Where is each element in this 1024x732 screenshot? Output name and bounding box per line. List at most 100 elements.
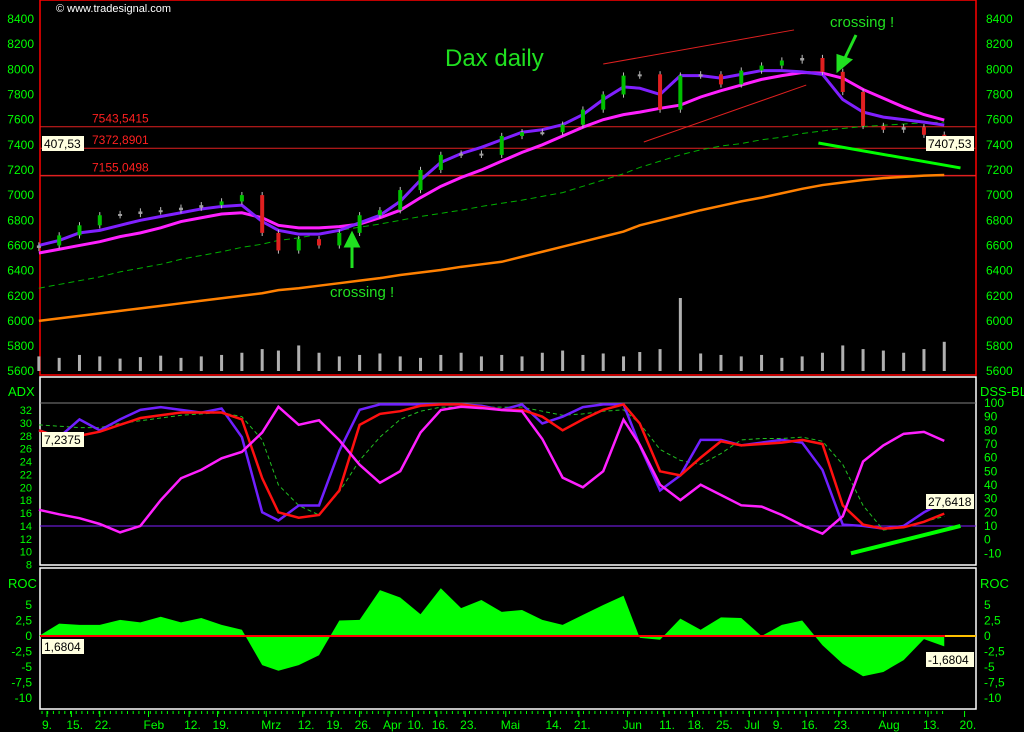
horizontal-level-label: 7543,5415 — [92, 112, 149, 126]
adx-tick-label: 14 — [20, 521, 32, 533]
dss-tick-label: 30 — [984, 492, 998, 506]
dss-trend-line — [850, 523, 961, 556]
price-tick-label-left: 7200 — [7, 163, 34, 177]
x-tick-label: Mai — [501, 718, 520, 732]
dss-label: DSS-BLA — [980, 384, 1024, 399]
price-tick-label-left: 5800 — [7, 339, 34, 353]
price-tick-label-right: 6200 — [986, 289, 1013, 303]
price-tick-label-right: 8200 — [986, 37, 1013, 51]
arrow-icon-bottom — [343, 230, 361, 268]
volume-bar — [678, 298, 682, 371]
price-current-value-left-box — [42, 136, 84, 151]
roc-current-value-left: 1,6804 — [44, 640, 81, 654]
dss-tick-label: 60 — [984, 451, 998, 465]
candle-body — [398, 190, 403, 211]
ma-200-line — [38, 173, 945, 323]
dss-tick-label: 20 — [984, 505, 998, 519]
x-tick-label: 25. — [716, 718, 733, 732]
volume-bar — [297, 345, 301, 371]
adx-tick-label: 22 — [20, 469, 32, 481]
candle-body — [921, 127, 926, 135]
x-tick-label: Apr — [383, 718, 402, 732]
price-tick-label-right: 8400 — [986, 12, 1013, 26]
volume-bar — [658, 349, 662, 371]
x-tick-label: 13. — [923, 718, 940, 732]
candle-body — [57, 235, 62, 246]
volume-bar — [500, 354, 504, 371]
candle-body — [840, 71, 845, 92]
x-tick-label: 16. — [801, 718, 818, 732]
candle-body — [337, 232, 342, 246]
candle-body — [296, 239, 301, 251]
volume-bar — [317, 352, 321, 371]
candle-body — [601, 94, 606, 110]
roc-current-value-left-box — [42, 639, 84, 654]
volume-bar — [240, 352, 244, 371]
adx-tick-label: 24 — [20, 457, 32, 469]
roc-tick-label-right: 5 — [984, 598, 991, 612]
candle-body — [199, 205, 204, 208]
volume-bar — [922, 349, 926, 371]
candle-body — [459, 153, 464, 156]
crossing-annotation-bottom: crossing ! — [330, 284, 394, 301]
dss-tick-label: 40 — [984, 478, 998, 492]
volume-bar — [581, 354, 585, 371]
candle-body — [357, 215, 362, 233]
x-tick-label: 23. — [460, 718, 477, 732]
x-tick-label: Jun — [623, 718, 642, 732]
adx-tick-label: 32 — [20, 405, 32, 417]
price-tick-label-left: 8200 — [7, 37, 34, 51]
dss-tick-label: 0 — [984, 533, 991, 547]
x-tick-label: 19. — [213, 718, 230, 732]
price-tick-label-left: 7800 — [7, 87, 34, 101]
candle-body — [520, 132, 525, 136]
x-tick-label: Jul — [744, 718, 759, 732]
adx-tick-label: 30 — [20, 418, 32, 430]
volume-bar — [760, 354, 764, 371]
x-tick-label: 18. — [688, 718, 705, 732]
candle-body — [479, 153, 484, 156]
candle-body — [317, 239, 322, 246]
x-tick-label: Feb — [144, 718, 165, 732]
candle-body — [178, 207, 183, 211]
candle-body — [637, 74, 642, 77]
volume-bar — [780, 357, 784, 371]
candle-body — [158, 210, 163, 213]
candle-body — [718, 74, 723, 85]
volume-bar — [398, 356, 402, 371]
candle-body — [418, 169, 423, 191]
adx-line — [38, 404, 945, 536]
price-panel-frame — [39, 0, 977, 376]
price-tick-label-left: 8000 — [7, 62, 34, 76]
candle-body — [759, 65, 764, 71]
candle-body — [438, 154, 443, 170]
candle-body — [580, 109, 585, 125]
volume-bar — [540, 352, 544, 371]
candle-body — [621, 75, 626, 95]
roc-tick-label-left: -7,5 — [11, 676, 32, 690]
candle-body — [77, 225, 82, 236]
volume-bar — [77, 354, 81, 371]
dss-current-value: 27,6418 — [928, 495, 972, 509]
candle-body — [219, 201, 224, 206]
candle-body — [820, 57, 825, 72]
adx-tick-label: 18 — [20, 495, 32, 507]
roc-tick-label-left: -2,5 — [11, 645, 32, 659]
x-tick-label: Aug — [878, 718, 899, 732]
volume-bar — [220, 354, 224, 371]
price-tick-label-left: 5600 — [7, 364, 34, 378]
adx-dss-panel — [38, 376, 977, 566]
price-current-value-right-box — [926, 136, 974, 151]
price-panel: 7543,5415 7372,8901 7155,0498 — [36, 0, 977, 376]
price-tick-label-right: 5600 — [986, 364, 1013, 378]
roc-panel — [38, 567, 977, 710]
x-tick-label: 21. — [574, 718, 591, 732]
volume-bar — [439, 354, 443, 371]
x-tick-label: 22. — [95, 718, 112, 732]
roc-tick-label-left: 0 — [25, 629, 32, 643]
price-tick-label-left: 6200 — [7, 289, 34, 303]
x-tick-label: 23. — [834, 718, 851, 732]
x-tick-label: 12. — [298, 718, 315, 732]
roc-tick-label-left: -10 — [15, 691, 33, 705]
adx-tick-label: 26 — [20, 444, 32, 456]
